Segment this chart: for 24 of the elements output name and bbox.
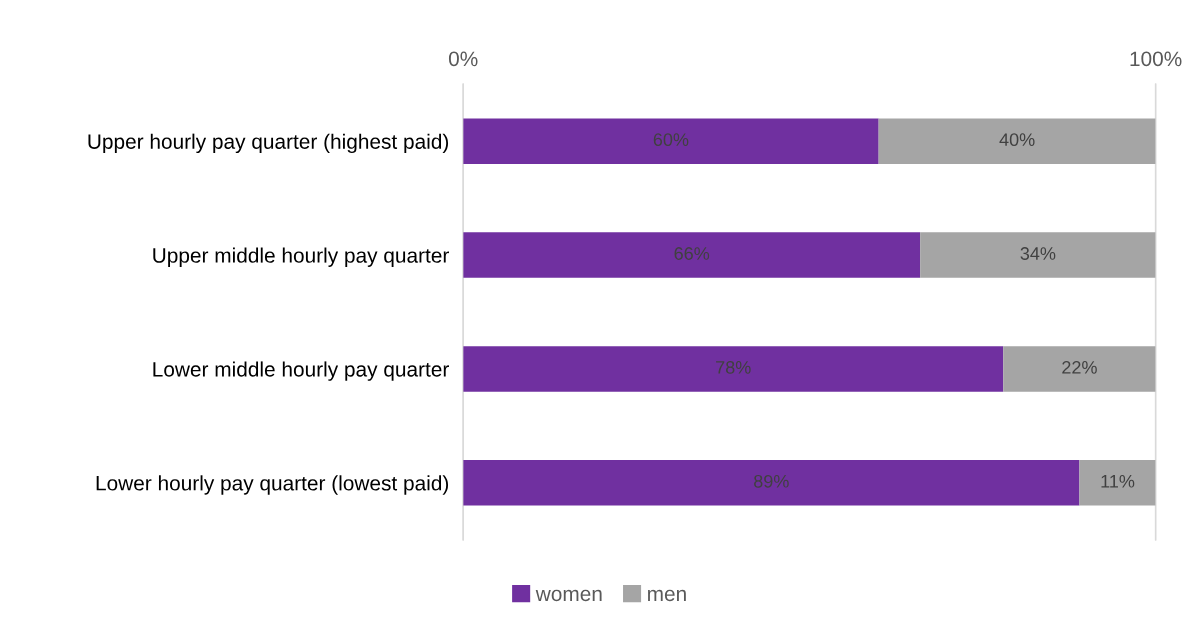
legend-label: women bbox=[535, 589, 602, 602]
data-label: 34% bbox=[1020, 247, 1056, 260]
bar bbox=[878, 118, 1156, 164]
bar bbox=[1079, 460, 1156, 506]
y-tick-label: Upper hourly pay quarter (highest paid) bbox=[88, 133, 449, 154]
x-tick-label: 100% bbox=[1130, 51, 1182, 67]
bar bbox=[463, 232, 921, 278]
data-label: 66% bbox=[674, 247, 710, 260]
bar bbox=[463, 118, 879, 164]
bar bbox=[1003, 346, 1156, 392]
data-label: 22% bbox=[1062, 361, 1097, 374]
data-label: 60% bbox=[653, 133, 689, 147]
data-label: 11% bbox=[1101, 474, 1135, 488]
y-tick-label: Upper middle hourly pay quarter bbox=[153, 247, 449, 267]
data-label: 89% bbox=[754, 474, 789, 488]
bar bbox=[463, 346, 1004, 392]
y-tick-label: Lower hourly pay quarter (lowest paid) bbox=[96, 475, 449, 495]
bar bbox=[463, 460, 1080, 506]
x-tick-label: 0% bbox=[448, 51, 478, 67]
data-label: 78% bbox=[716, 361, 751, 374]
y-tick-label: Lower middle hourly pay quarter bbox=[153, 361, 449, 381]
bar bbox=[920, 232, 1156, 278]
data-label: 40% bbox=[999, 133, 1035, 147]
legend-label: men bbox=[648, 589, 686, 602]
